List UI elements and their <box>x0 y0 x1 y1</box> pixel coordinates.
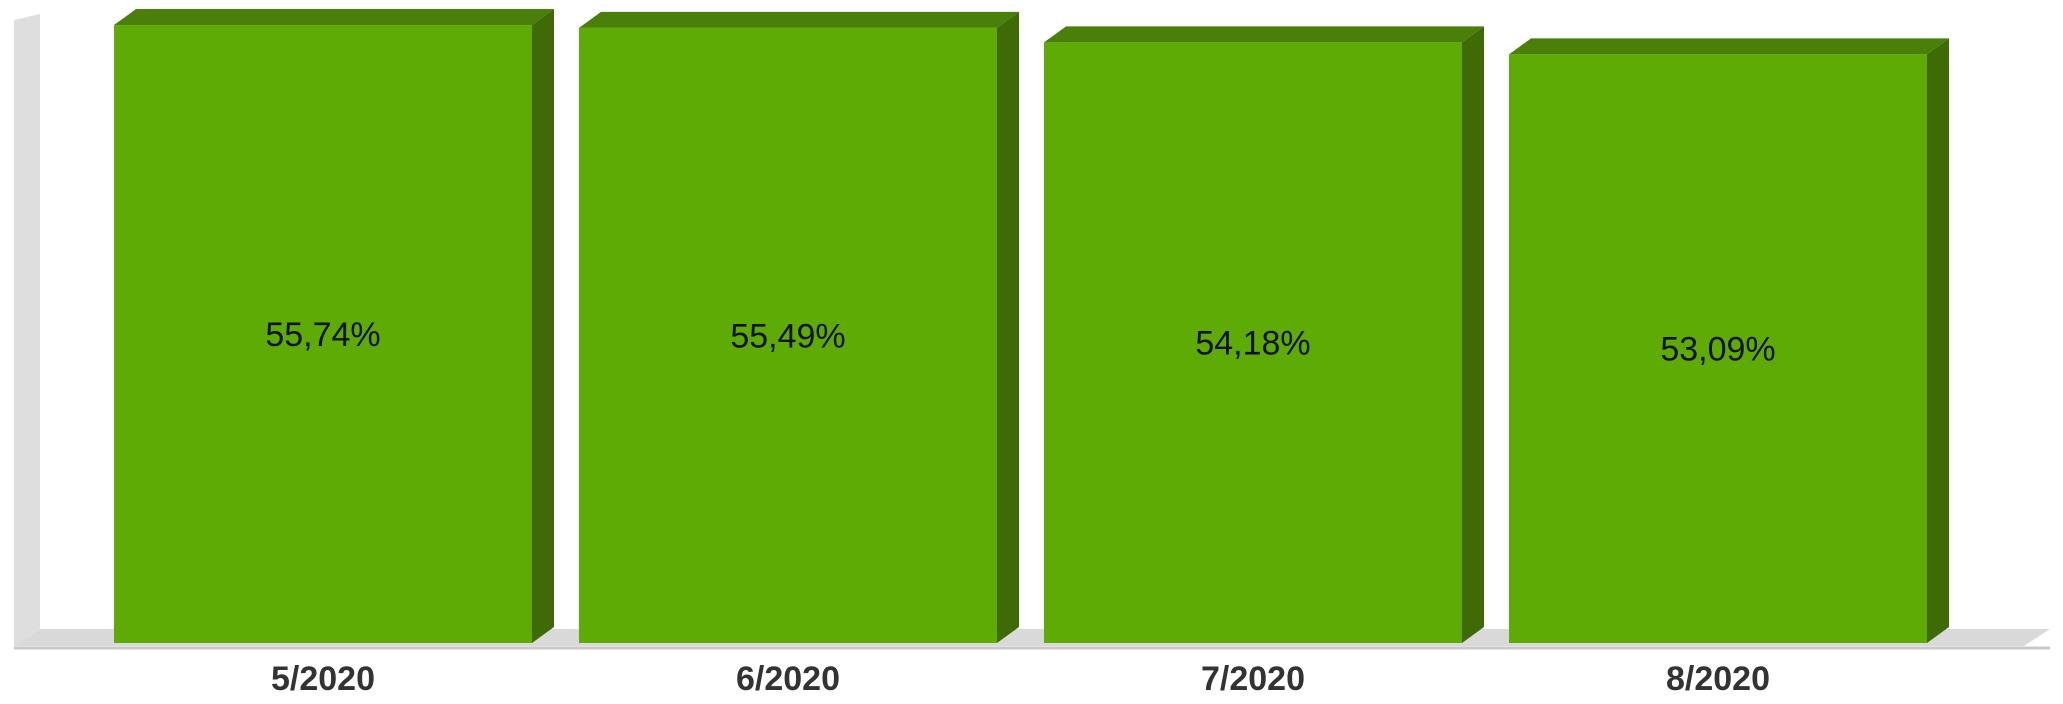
bar-side-face <box>532 9 554 644</box>
bar-value-label: 54,18% <box>1195 325 1310 363</box>
bar-front-face <box>1044 42 1462 644</box>
bar-top-face <box>1509 38 1949 55</box>
bar-front-face <box>1509 54 1927 643</box>
bars-layer <box>114 9 1949 644</box>
x-tick-label: 8/2020 <box>1666 660 1770 698</box>
data-labels-layer: 55,74% 55,49% 54,18% 53,09% <box>265 316 1775 369</box>
bar-7/2020 <box>1044 26 1484 644</box>
bar-value-label: 55,74% <box>265 316 380 354</box>
x-tick-label: 7/2020 <box>1201 660 1305 698</box>
bar-5/2020 <box>114 9 554 644</box>
bar-8/2020 <box>1509 38 1949 643</box>
bar-value-label: 53,09% <box>1660 331 1775 369</box>
x-tick-label: 5/2020 <box>271 660 375 698</box>
x-tick-label: 6/2020 <box>736 660 840 698</box>
bar-front-face <box>114 25 532 644</box>
bar-top-face <box>114 9 554 26</box>
bar-side-face <box>1927 38 1949 643</box>
chart-back-wall <box>14 14 40 646</box>
x-tick-labels-layer: 5/2020 6/2020 7/2020 8/2020 <box>271 660 1770 698</box>
bar-top-face <box>1044 26 1484 43</box>
bar-value-label: 55,49% <box>730 317 845 355</box>
bar-side-face <box>997 11 1019 644</box>
bar-6/2020 <box>579 11 1019 644</box>
bar-front-face <box>579 27 997 644</box>
bar-side-face <box>1462 26 1484 644</box>
bar-top-face <box>579 11 1019 28</box>
